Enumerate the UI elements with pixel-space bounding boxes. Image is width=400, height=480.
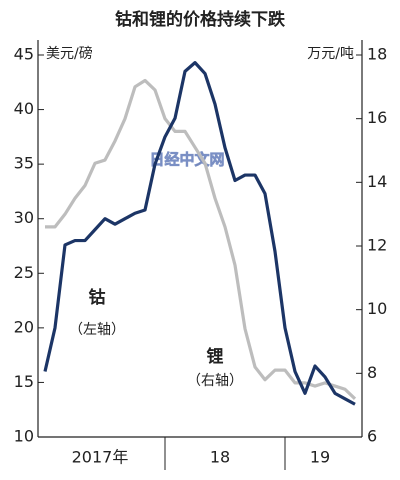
y2-tick-label: 8 — [367, 363, 377, 382]
series-line — [43, 61, 356, 406]
y2-tick-label: 12 — [367, 236, 387, 255]
y2-tick-label: 14 — [367, 172, 387, 191]
series-label: 锂 — [207, 346, 224, 367]
y-tick-label: 30 — [14, 208, 34, 227]
series-line — [45, 78, 357, 400]
x-tick-label: 2017年 — [72, 448, 129, 467]
y-tick-label: 10 — [14, 427, 34, 446]
watermark: 日经中文网 — [149, 151, 224, 169]
y-tick-label: 45 — [14, 45, 34, 64]
y-axis-label: 美元/磅 — [46, 45, 93, 62]
y-tick-label: 20 — [14, 317, 34, 336]
x-tick-label: 18 — [210, 448, 230, 467]
y-tick-label: 40 — [14, 99, 34, 118]
y2-tick-label: 16 — [367, 108, 387, 127]
y-tick-label: 15 — [14, 372, 34, 391]
series-note: （左轴） — [69, 322, 125, 338]
chart-title: 钴和锂的价格持续下跌 — [115, 9, 286, 30]
y-tick-label: 35 — [14, 154, 34, 173]
series-label: 钴 — [89, 287, 106, 308]
y2-axis-label: 万元/吨 — [307, 46, 354, 62]
x-tick-label: 19 — [310, 448, 330, 467]
series-note: （右轴） — [187, 373, 243, 389]
y2-tick-label: 18 — [367, 45, 387, 64]
y2-tick-label: 6 — [367, 427, 377, 446]
y-tick-label: 25 — [14, 263, 34, 282]
y2-tick-label: 10 — [367, 299, 387, 318]
